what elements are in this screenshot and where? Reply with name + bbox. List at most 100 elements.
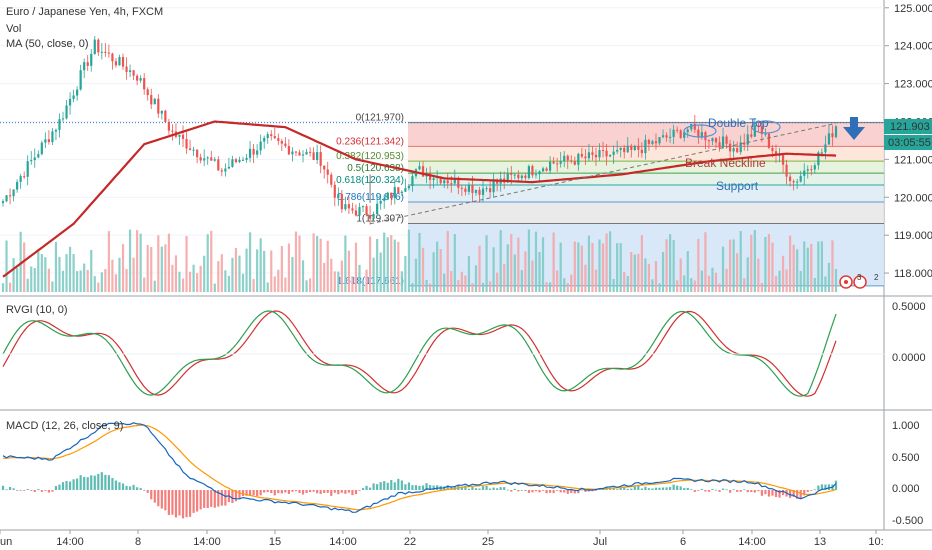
macd-histogram-bar — [697, 490, 700, 491]
candle-body — [344, 204, 347, 210]
macd-histogram-bar — [559, 490, 562, 493]
volume-bar — [361, 282, 365, 292]
candle-body — [86, 62, 89, 66]
volume-bar — [757, 258, 760, 292]
volume-bar — [764, 236, 767, 292]
trendlines — [369, 122, 837, 225]
candle-body — [506, 173, 509, 183]
candle-body — [125, 66, 128, 72]
macd-histogram-bar — [471, 486, 474, 490]
candle-body — [411, 176, 414, 187]
volume-bar — [160, 246, 163, 292]
candle-body — [651, 141, 654, 144]
volume-bar — [626, 275, 629, 292]
macd-histogram-bar — [241, 490, 245, 497]
macd-histogram-bar — [68, 481, 72, 490]
candle-body — [358, 207, 361, 216]
volume-bar — [132, 257, 135, 292]
volume-bar — [227, 275, 230, 292]
candle-body — [563, 155, 566, 162]
volume-bar — [686, 251, 689, 292]
macd-histogram-bar — [778, 490, 781, 498]
volume-bar — [231, 257, 234, 292]
macd-histogram-bar — [344, 490, 347, 494]
macd-panel — [1, 422, 838, 519]
macd-tick-1: 1.000 — [892, 420, 920, 432]
volume-bar — [471, 283, 474, 292]
volume-bar — [467, 255, 471, 292]
macd-histogram-bar — [478, 488, 481, 490]
candle-body — [383, 198, 386, 201]
volume-bar — [323, 262, 326, 292]
candle-body — [26, 161, 29, 177]
candle-body — [114, 61, 118, 66]
volume-bar — [188, 271, 192, 292]
macd-histogram-bar — [111, 477, 114, 490]
candle-body — [732, 148, 735, 152]
macd-histogram-bar — [686, 487, 689, 490]
fib-level-label: 0.382(120.953) — [336, 151, 404, 162]
candle-body — [199, 157, 202, 161]
candle-body — [545, 168, 548, 171]
volume-bar — [810, 243, 813, 292]
macd-line — [2, 422, 837, 513]
volume-bar — [104, 269, 107, 292]
volume-bar — [510, 234, 513, 292]
time-tick-label: 8 — [135, 536, 141, 548]
candle-body — [252, 148, 255, 155]
macd-histogram-bar — [150, 490, 153, 500]
macd-histogram-bar — [545, 490, 548, 494]
volume-bar — [178, 271, 181, 292]
candle-body — [672, 129, 675, 137]
vol-legend: Vol — [6, 23, 21, 35]
macd-histogram-bar — [534, 490, 538, 492]
macd-histogram-bar — [488, 488, 492, 490]
volume-bar — [100, 272, 103, 292]
candle-body — [400, 191, 403, 193]
macd-histogram-bar — [640, 488, 643, 490]
break-neckline-label: Break Neckline — [685, 156, 766, 170]
macd-histogram-bar — [799, 490, 802, 499]
volume-bar — [771, 242, 774, 292]
macd-histogram-bar — [541, 490, 545, 491]
macd-histogram-bar — [580, 489, 583, 491]
candle-body — [143, 78, 146, 90]
volume-bar — [697, 238, 700, 292]
candle-body — [287, 146, 291, 155]
macd-histogram-bar — [178, 490, 181, 516]
volume-bar — [241, 273, 245, 292]
volume-bar — [721, 246, 725, 292]
macd-histogram-bar — [531, 490, 534, 493]
candle-body — [178, 134, 181, 137]
volume-bar — [51, 281, 54, 292]
candle-body — [517, 174, 520, 179]
candle-body — [220, 170, 223, 172]
candle-body — [118, 56, 121, 66]
candle-body — [676, 129, 679, 131]
candle-body — [683, 132, 686, 138]
fib-zone — [408, 201, 884, 224]
volume-bar — [390, 235, 393, 292]
fib-zone — [408, 173, 884, 185]
volume-bar — [65, 254, 68, 292]
candle-body — [810, 169, 813, 171]
volume-bars — [1, 229, 838, 292]
volume-bar — [669, 234, 672, 292]
macd-histogram-bar — [817, 485, 820, 490]
candle-body — [792, 181, 795, 183]
macd-histogram-bar — [47, 490, 50, 493]
candle-body — [12, 189, 15, 197]
macd-histogram-bar — [65, 480, 68, 490]
candle-body — [707, 140, 711, 142]
candle-body — [361, 206, 365, 208]
candle-body — [573, 161, 576, 165]
macd-histogram-bar — [347, 490, 351, 493]
candle-body — [136, 75, 139, 81]
macd-histogram-bar — [806, 490, 809, 492]
volume-bar — [44, 257, 47, 292]
rvgi-panel — [0, 310, 884, 397]
candle-body — [831, 133, 834, 138]
candle-body — [44, 139, 47, 143]
candle-body — [319, 152, 322, 166]
macd-histogram-bar — [743, 489, 746, 491]
